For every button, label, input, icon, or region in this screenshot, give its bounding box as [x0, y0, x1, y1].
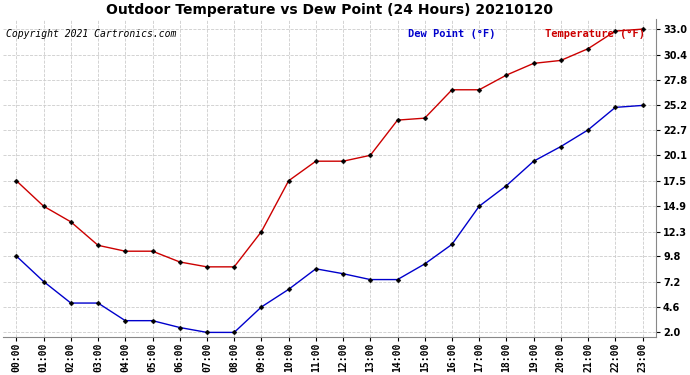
Text: Copyright 2021 Cartronics.com: Copyright 2021 Cartronics.com	[6, 29, 177, 39]
Text: Dew Point (°F): Dew Point (°F)	[408, 29, 495, 39]
Title: Outdoor Temperature vs Dew Point (24 Hours) 20210120: Outdoor Temperature vs Dew Point (24 Hou…	[106, 3, 553, 17]
Text: Temperature (°F): Temperature (°F)	[545, 29, 645, 39]
